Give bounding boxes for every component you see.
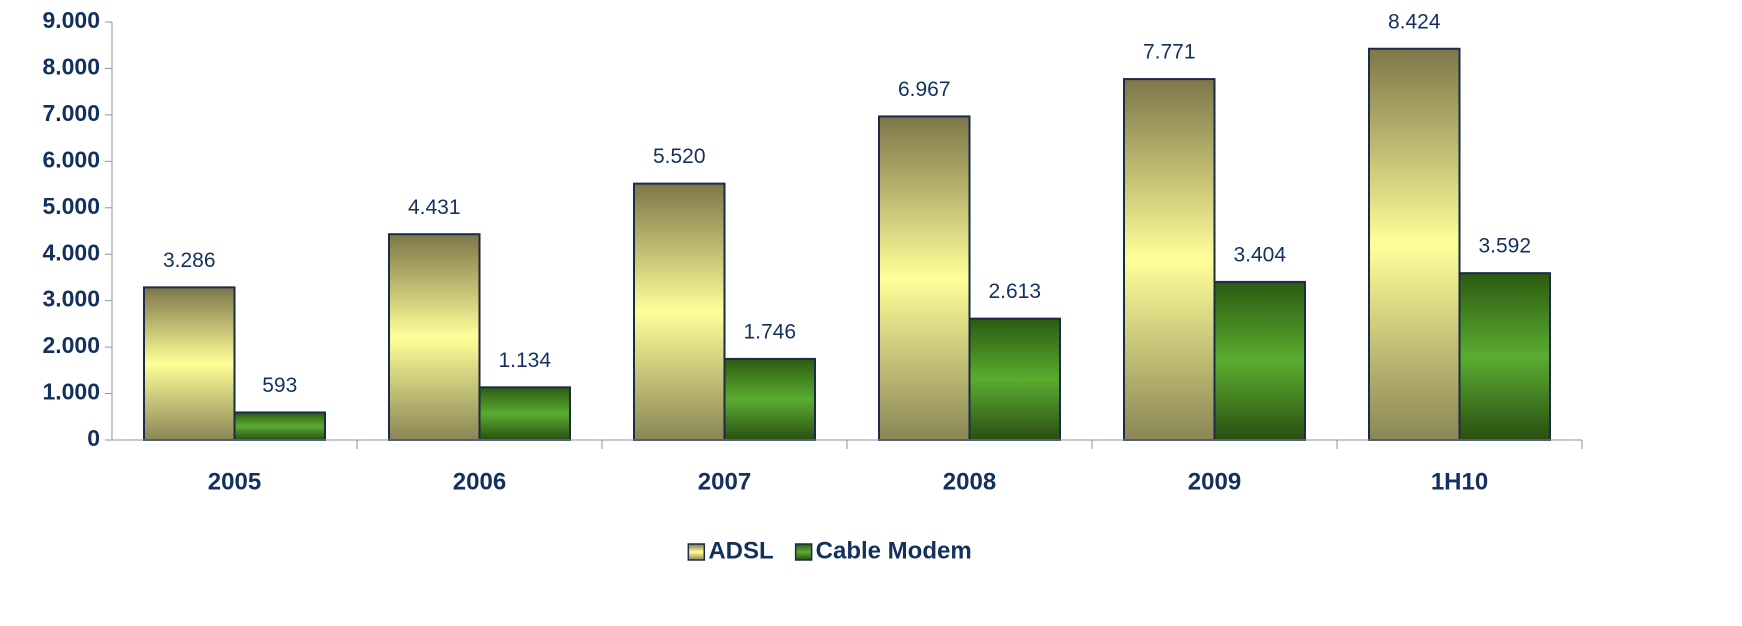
value-label: 4.431 bbox=[408, 196, 461, 219]
y-tick-label: 5.000 bbox=[42, 193, 100, 219]
value-label: 1.746 bbox=[743, 320, 796, 343]
x-tick-label: 2008 bbox=[943, 468, 996, 495]
bar bbox=[968, 317, 1061, 441]
value-label: 3.286 bbox=[163, 249, 216, 272]
bar bbox=[878, 115, 971, 441]
x-tick-label: 1H10 bbox=[1431, 468, 1488, 495]
legend-swatch bbox=[794, 543, 813, 561]
legend-label: Cable Modem bbox=[816, 537, 972, 564]
legend-label: ADSL bbox=[708, 537, 773, 564]
y-tick-label: 9.000 bbox=[42, 7, 100, 33]
bar bbox=[633, 182, 726, 441]
value-label: 7.771 bbox=[1143, 41, 1196, 64]
x-tick-label: 2005 bbox=[208, 468, 261, 495]
y-tick-label: 8.000 bbox=[42, 54, 100, 80]
bar bbox=[143, 286, 236, 441]
value-label: 3.592 bbox=[1478, 235, 1531, 258]
value-label: 1.134 bbox=[498, 349, 551, 372]
legend: ADSL Cable Modem bbox=[687, 537, 972, 564]
y-tick-label: 3.000 bbox=[42, 286, 100, 312]
y-tick-label: 4.000 bbox=[42, 239, 100, 265]
x-tick-label: 2007 bbox=[698, 468, 751, 495]
bar bbox=[233, 411, 326, 441]
y-tick-label: 7.000 bbox=[42, 100, 100, 126]
y-tick-label: 6.000 bbox=[42, 146, 100, 172]
value-label: 2.613 bbox=[988, 280, 1041, 303]
value-label: 5.520 bbox=[653, 145, 706, 168]
y-tick-label: 2.000 bbox=[42, 332, 100, 358]
x-tick-label: 2009 bbox=[1188, 468, 1241, 495]
value-label: 3.404 bbox=[1233, 243, 1286, 266]
bar bbox=[1458, 272, 1551, 442]
legend-swatch bbox=[687, 543, 706, 561]
bar bbox=[723, 357, 816, 441]
bar bbox=[1368, 47, 1461, 441]
bar bbox=[388, 233, 481, 441]
y-tick-label: 0 bbox=[87, 425, 100, 451]
value-label: 593 bbox=[262, 374, 297, 397]
bar bbox=[478, 386, 571, 441]
x-tick-label: 2006 bbox=[453, 468, 506, 495]
y-tick-label: 1.000 bbox=[42, 379, 100, 405]
value-label: 6.967 bbox=[898, 78, 951, 101]
bar bbox=[1123, 78, 1216, 441]
value-label: 8.424 bbox=[1388, 10, 1441, 33]
bar bbox=[1213, 280, 1306, 441]
